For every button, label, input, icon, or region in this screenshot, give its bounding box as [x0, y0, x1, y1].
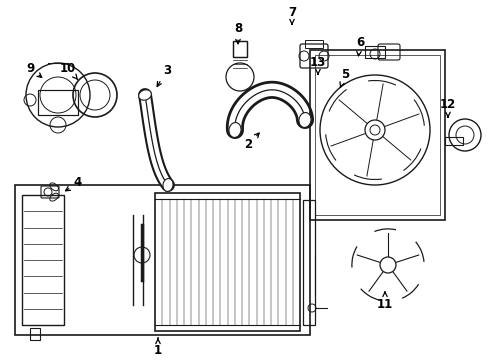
Text: 11: 11 — [377, 292, 393, 311]
Bar — [155, 193, 300, 331]
Bar — [445, 137, 463, 145]
Text: 3: 3 — [157, 63, 171, 86]
Text: 7: 7 — [288, 5, 296, 24]
Text: 12: 12 — [440, 99, 456, 117]
Bar — [30, 328, 40, 340]
Circle shape — [380, 257, 396, 273]
Bar — [233, 41, 247, 57]
Text: 8: 8 — [234, 22, 242, 44]
Text: 1: 1 — [154, 338, 162, 356]
Bar — [38, 90, 78, 115]
Bar — [38, 90, 78, 115]
Ellipse shape — [229, 122, 241, 138]
Bar — [365, 46, 385, 58]
Bar — [15, 185, 310, 335]
Bar — [305, 40, 323, 48]
Text: 13: 13 — [310, 55, 326, 74]
Text: 10: 10 — [60, 62, 77, 80]
Ellipse shape — [139, 90, 151, 100]
Bar — [233, 41, 247, 57]
Bar — [310, 50, 445, 220]
Ellipse shape — [163, 179, 173, 192]
Ellipse shape — [299, 113, 311, 127]
Text: 6: 6 — [356, 36, 364, 56]
Bar — [315, 55, 440, 215]
Circle shape — [365, 120, 385, 140]
Text: 5: 5 — [340, 68, 349, 87]
Bar — [303, 200, 315, 325]
Text: 4: 4 — [66, 176, 82, 191]
Bar — [22, 195, 64, 325]
Text: 9: 9 — [26, 62, 42, 77]
Text: 2: 2 — [244, 133, 259, 152]
